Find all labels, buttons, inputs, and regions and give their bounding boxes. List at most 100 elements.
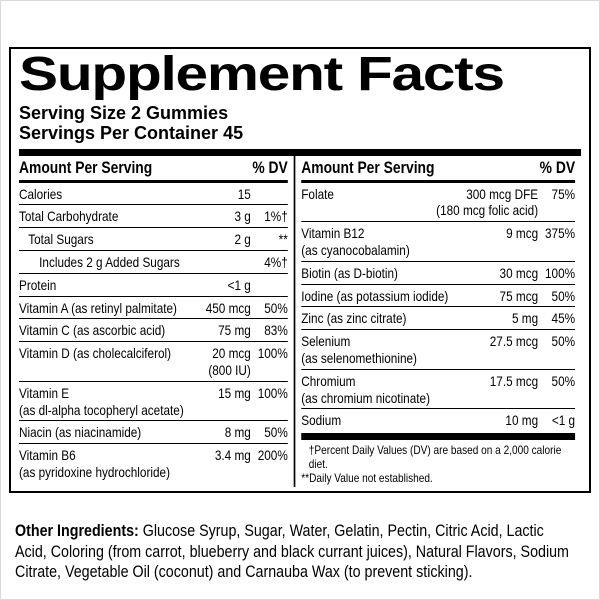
nutrient-dv: 83% <box>264 322 288 339</box>
header-percent-dv: % DV <box>539 158 576 177</box>
row-vitamin-c: Vitamin C (as ascorbic acid) 75 mg 83% <box>19 318 288 341</box>
nutrient-amount: 20 mcg <box>212 345 251 362</box>
nutrient-name: Iodine (as potassium iodide) <box>301 287 449 304</box>
nutrient-dv: 100% <box>257 384 288 401</box>
other-ingredients-label: Other Ingredients: <box>15 521 139 540</box>
nutrient-dv: 100% <box>544 264 576 281</box>
nutrient-dv: 50% <box>264 299 288 316</box>
supplement-facts-panel: Supplement Facts Serving Size 2 Gummies … <box>9 47 591 493</box>
row-protein: Protein <1 g <box>19 272 288 296</box>
row-zinc: Zinc (as zinc citrate) 5 mg 45% <box>301 306 576 329</box>
nutrient-form: (as selenomethionine) <box>301 349 417 366</box>
nutrient-name: Protein <box>19 276 57 293</box>
footnote-thick-bar <box>301 433 576 441</box>
serving-size: Serving Size 2 Gummies <box>19 102 229 123</box>
nutrient-dv: 100% <box>257 345 288 362</box>
nutrient-amount: 8 mg <box>224 424 251 441</box>
nutrient-name: Vitamin E <box>19 384 70 401</box>
nutrient-dv: 50% <box>551 333 576 350</box>
header-percent-dv: % DV <box>252 158 288 177</box>
nutrient-amount: 75 mg <box>218 322 251 339</box>
nutrient-name: Vitamin B12 <box>301 225 365 242</box>
nutrient-name: Calories <box>19 185 63 202</box>
row-selenium: Selenium 27.5 mcg 50% (as selenomethioni… <box>301 329 576 369</box>
nutrient-form: (as chromium nicotinate) <box>301 389 430 406</box>
nutrients-table: Amount Per Serving % DV Calories 15 Tota… <box>19 155 576 487</box>
nutrient-amount: 15 mg <box>218 384 251 401</box>
nutrient-dv: 4%† <box>264 253 288 270</box>
row-chromium: Chromium 17.5 mcg 50% (as chromium nicot… <box>301 368 576 409</box>
nutrient-name: Selenium <box>301 333 351 350</box>
nutrient-name: Zinc (as zinc citrate) <box>301 310 407 327</box>
row-iodine: Iodine (as potassium iodide) 75 mcg 50% <box>301 283 576 307</box>
row-total-sugars: Total Sugars 2 g ** <box>19 227 288 250</box>
footnotes: †Percent Daily Values (DV) are based on … <box>301 443 575 485</box>
header-thick-bar <box>19 148 581 156</box>
nutrient-amount: <1 g <box>227 276 251 293</box>
nutrient-name: Sodium <box>301 412 342 429</box>
nutrients-column-left: Amount Per Serving % DV Calories 15 Tota… <box>19 156 294 487</box>
row-vitamin-d: Vitamin D (as cholecalciferol) 20 mcg 10… <box>19 341 288 381</box>
nutrient-dv: 50% <box>551 372 576 389</box>
column-header-left: Amount Per Serving % DV <box>19 156 288 183</box>
serving-info: Serving Size 2 Gummies Servings Per Cont… <box>19 102 581 144</box>
header-amount-per-serving: Amount Per Serving <box>19 158 153 177</box>
nutrient-dv: 375% <box>544 225 576 242</box>
nutrient-amount: 3.4 mg <box>214 447 251 464</box>
nutrient-amount: 450 mcg <box>205 299 251 316</box>
nutrient-amount: 5 mg <box>511 310 539 327</box>
header-amount-per-serving: Amount Per Serving <box>301 158 435 177</box>
nutrient-amount: 75 mcg <box>499 287 539 304</box>
nutrient-amount: 27.5 mcg <box>489 333 539 350</box>
nutrient-name: Vitamin D (as cholecalciferol) <box>19 345 172 362</box>
nutrient-amount: 3 g <box>234 208 251 225</box>
nutrients-column-right: Amount Per Serving % DV Folate 300 mcg D… <box>293 155 576 487</box>
nutrient-name: Total Sugars <box>28 231 94 248</box>
nutrient-dv: 200% <box>257 447 288 464</box>
nutrient-name: Includes 2 g Added Sugars <box>39 253 180 270</box>
row-vitamin-e: Vitamin E 15 mg 100% (as dl-alpha tocoph… <box>19 380 288 421</box>
nutrient-amount: 9 mcg <box>506 225 539 242</box>
row-vitamin-a: Vitamin A (as retinyl palmitate) 450 mcg… <box>19 295 288 319</box>
column-header-right: Amount Per Serving % DV <box>301 156 576 183</box>
nutrient-amount-equivalent: (180 mcg folic acid) <box>436 202 539 219</box>
nutrient-amount: 15 <box>237 185 251 202</box>
row-total-carbohydrate: Total Carbohydrate 3 g 1%† <box>19 204 288 227</box>
row-vitamin-b6: Vitamin B6 3.4 mg 200% (as pyridoxine hy… <box>19 443 288 483</box>
nutrient-amount: 30 mcg <box>499 264 539 281</box>
row-folate: Folate 300 mcg DFE 75% (180 mcg folic ac… <box>301 183 575 222</box>
footnote-not-established: **Daily Value not established. <box>301 471 433 486</box>
servings-per-container: Servings Per Container 45 <box>19 122 244 143</box>
row-vitamin-b12: Vitamin B12 9 mcg 375% (as cyanocobalami… <box>301 221 576 261</box>
nutrient-dv: <1 g <box>551 412 576 429</box>
nutrient-name: Total Carbohydrate <box>19 208 119 225</box>
row-sodium: Sodium 10 mg <1 g <box>301 408 576 431</box>
nutrient-name: Folate <box>301 185 334 202</box>
nutrient-dv: 50% <box>551 287 576 304</box>
nutrient-amount: 2 g <box>234 231 251 248</box>
panel-title: Supplement Facts <box>19 48 505 101</box>
nutrient-name: Chromium <box>301 372 356 389</box>
nutrient-form: (as pyridoxine hydrochloride) <box>19 463 171 480</box>
nutrient-dv: 50% <box>264 424 288 441</box>
nutrient-dv: 1%† <box>264 208 288 225</box>
nutrient-name: Vitamin A (as retinyl palmitate) <box>19 299 177 316</box>
nutrient-amount: 300 mcg DFE <box>466 185 539 202</box>
row-calories: Calories 15 <box>19 183 288 205</box>
nutrient-amount-equivalent: (800 IU) <box>208 361 251 378</box>
nutrient-dv: 75% <box>551 185 576 202</box>
nutrient-amount: 10 mg <box>505 412 539 429</box>
nutrient-form: (as cyanocobalamin) <box>301 241 410 258</box>
nutrient-form: (as dl-alpha tocopheryl acetate) <box>19 401 184 418</box>
row-added-sugars: Includes 2 g Added Sugars 4%† <box>19 249 288 273</box>
nutrient-name: Vitamin B6 <box>19 447 76 464</box>
other-ingredients: Other Ingredients: Glucose Syrup, Sugar,… <box>15 521 576 583</box>
nutrient-amount: 17.5 mcg <box>489 372 539 389</box>
nutrient-name: Vitamin C (as ascorbic acid) <box>19 322 166 339</box>
other-ingredients-text: Glucose Syrup, Sugar, Water, Gelatin, Pe… <box>15 521 569 582</box>
nutrient-dv: 45% <box>551 310 576 327</box>
nutrient-dv: ** <box>278 231 288 248</box>
row-niacin: Niacin (as niacinamide) 8 mg 50% <box>19 420 288 443</box>
row-biotin: Biotin (as D-biotin) 30 mcg 100% <box>301 260 576 284</box>
